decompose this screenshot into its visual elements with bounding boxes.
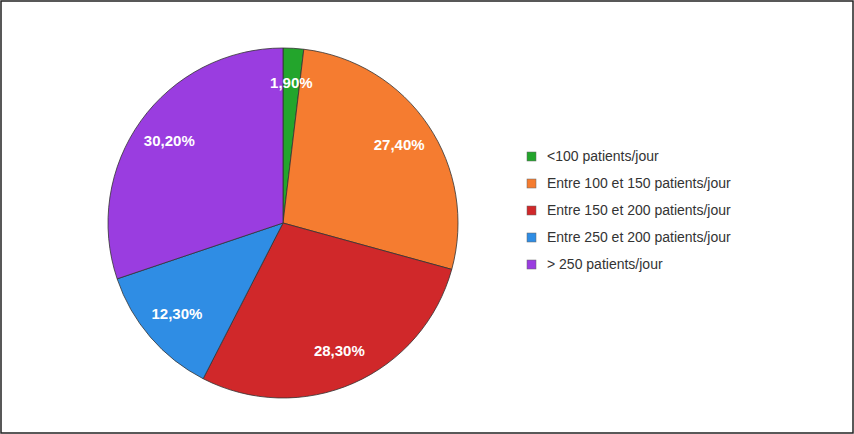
data-label: 28,30% [314, 342, 365, 359]
legend-swatch [527, 260, 536, 269]
chart: 1,90% 27,40% 28,30% 12,30% 30,20% <100 patien… [0, 0, 854, 434]
legend-swatch [527, 152, 536, 161]
data-label: 1,90% [270, 74, 313, 91]
data-label: 30,20% [144, 132, 195, 149]
legend-swatch [527, 179, 536, 188]
data-label: 27,40% [374, 136, 425, 153]
pie [108, 48, 458, 398]
legend-label: Entre 150 et 200 patients/jour [547, 202, 731, 218]
data-label: 12,30% [151, 305, 202, 322]
legend-label: Entre 250 et 200 patients/jour [547, 229, 731, 245]
legend-label: Entre 100 et 150 patients/jour [547, 175, 731, 191]
legend-label: <100 patients/jour [547, 148, 659, 164]
frame [1, 1, 853, 433]
legend-label: > 250 patients/jour [547, 256, 663, 272]
legend-swatch [527, 233, 536, 242]
chart-root: 1,90% 27,40% 28,30% 12,30% 30,20% <100 patien… [0, 0, 854, 434]
data-labels: 1,90% 27,40% 28,30% 12,30% 30,20% [144, 74, 425, 359]
legend: <100 patients/jour Entre 100 et 150 patie… [527, 148, 731, 272]
pie-slice [108, 48, 283, 279]
legend-swatch [527, 206, 536, 215]
